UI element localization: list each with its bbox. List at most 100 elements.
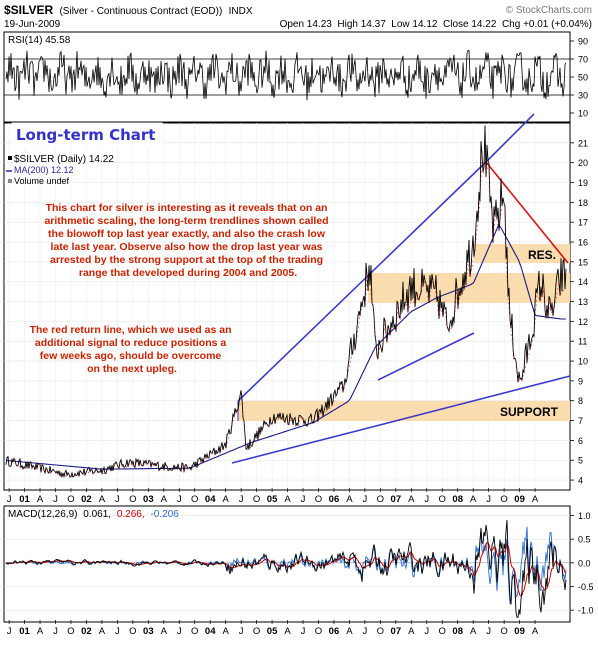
x-tick-label-main-26: A: [408, 494, 415, 505]
x-tick-label-macd-27: J: [424, 626, 429, 637]
x-tick-label-macd-25: 07: [391, 626, 402, 637]
x-tick-label-macd-33: 09: [514, 626, 525, 637]
x-tick-label-main-21: 06: [329, 494, 340, 505]
macd-tick-label--0.5: -0.5: [578, 582, 594, 592]
y-tick-label-15: 15: [578, 257, 588, 267]
annotation-2-line-4: on the next upleg.: [87, 363, 177, 375]
x-tick-label-macd-34: A: [532, 626, 539, 637]
ma200-line: [5, 223, 566, 470]
x-tick-label-macd-13: 04: [205, 626, 216, 637]
symbol-description: (Silver - Continuous Contract (EOD)): [59, 6, 222, 17]
y-tick-label-17: 17: [578, 218, 588, 228]
price-panel: Long-term Chart $SILVER (Daily) 14.22 MA…: [3, 113, 588, 491]
annotation-1-line-3: the blowoff top last year exactly, and a…: [48, 228, 326, 240]
x-tick-label-main-6: A: [99, 494, 106, 505]
x-tick-label-macd-14: A: [222, 626, 229, 637]
y-tick-label-10: 10: [578, 357, 588, 367]
macd-value: 0.061,: [83, 509, 111, 520]
x-tick-label-macd-9: 03: [143, 626, 154, 637]
x-tick-label-macd-18: A: [284, 626, 291, 637]
macd-tick-label-1.0: 1.0: [578, 511, 591, 521]
annotation-1: This chart for silver is interesting as …: [44, 202, 331, 279]
red-return-line: [485, 161, 569, 264]
macd-signal-value: 0.266,: [117, 509, 145, 520]
y-tick-label-9: 9: [578, 376, 583, 386]
x-tick-label-main-25: 07: [391, 494, 402, 505]
x-tick-label-main-18: A: [284, 494, 291, 505]
rsi-tick-label-50: 50: [578, 73, 588, 83]
x-tick-label-macd-8: O: [129, 626, 136, 637]
y-tick-label-21: 21: [578, 138, 588, 148]
x-tick-label-macd-28: O: [439, 626, 446, 637]
x-tick-label-main-3: J: [53, 494, 58, 505]
x-tick-label-main-16: O: [253, 494, 260, 505]
annotation-1-line-1: This chart for silver is interesting as …: [46, 202, 328, 214]
x-tick-label-macd-10: A: [161, 626, 168, 637]
x-tick-label-macd-17: 05: [267, 626, 278, 637]
macd-tick-label-0.5: 0.5: [578, 535, 591, 545]
rsi-tick-label-30: 30: [578, 91, 588, 101]
x-tick-label-main-34: A: [532, 494, 539, 505]
macd-hist-value: -0.206: [150, 509, 179, 520]
macd-panel: MACD(12,26,9) 0.061, 0.266, -0.206 1.0 0.…: [3, 505, 594, 623]
channel-line-2006: [377, 332, 475, 381]
chart-title: $SILVER (Silver - Continuous Contract (E…: [4, 3, 253, 17]
x-tick-label-macd-29: 08: [452, 626, 463, 637]
watermark: © StockCharts.com: [506, 5, 592, 16]
x-tick-label-macd-26: A: [408, 626, 415, 637]
legend: $SILVER (Daily) 14.22 MA(200) 12.12 Volu…: [6, 154, 114, 186]
x-tick-label-main-17: 05: [267, 494, 278, 505]
silver-price-line: [5, 125, 567, 479]
x-tick-label-main-19: J: [301, 494, 306, 505]
x-tick-label-macd-0: J: [7, 626, 12, 637]
x-tick-label-main-20: O: [315, 494, 322, 505]
y-tick-label-6: 6: [578, 436, 583, 446]
legend-volume-swatch: [8, 179, 12, 183]
x-tick-label-main-24: O: [377, 494, 384, 505]
x-tick-label-macd-22: A: [346, 626, 353, 637]
x-axis-macd: J 01 A J O 02 A J O 03 A J O 04 A J O 05 A J O 06 A J O 07 A J O 08 A J…: [7, 620, 539, 637]
x-tick-label-macd-24: O: [377, 626, 384, 637]
x-tick-label-main-9: 03: [143, 494, 154, 505]
silver-price-down-bars: [8, 154, 566, 478]
annotation-2-line-3: few weeks ago, should be overcome: [40, 350, 222, 362]
y-tick-label-14: 14: [578, 277, 588, 287]
x-tick-label-main-10: A: [161, 494, 168, 505]
x-tick-label-macd-32: O: [500, 626, 507, 637]
macd-line: [5, 520, 567, 618]
rsi-tick-label-90: 90: [578, 37, 588, 47]
x-tick-label-macd-20: O: [315, 626, 322, 637]
x-tick-label-macd-30: A: [470, 626, 477, 637]
macd-tick-label--1.0: -1.0: [578, 606, 594, 616]
support-band: [238, 401, 570, 421]
x-tick-label-main-5: 02: [81, 494, 92, 505]
resistance-band: [474, 244, 570, 263]
annotation-2-line-2: additional signal to reduce positions a: [35, 337, 227, 349]
x-tick-label-main-7: J: [115, 494, 120, 505]
x-tick-label-main-23: J: [363, 494, 368, 505]
x-tick-label-main-13: 04: [205, 494, 216, 505]
x-tick-label-main-28: O: [439, 494, 446, 505]
x-tick-label-macd-15: J: [239, 626, 244, 637]
x-tick-label-macd-11: J: [177, 626, 182, 637]
title-box: [11, 122, 163, 148]
x-tick-label-main-15: J: [239, 494, 244, 505]
x-tick-label-main-22: A: [346, 494, 353, 505]
macd-label: MACD(12,26,9) 0.061, 0.266, -0.206: [8, 509, 179, 520]
res-label: RES.: [528, 248, 556, 262]
y-tick-label-13: 13: [578, 297, 588, 307]
rsi-tick-label-10: 10: [578, 109, 588, 119]
y-tick-label-16: 16: [578, 238, 588, 248]
rsi-tick-label-70: 70: [578, 55, 588, 65]
legend-volume: Volume undef: [14, 176, 70, 186]
x-tick-label-main-4: O: [67, 494, 74, 505]
x-tick-label-macd-4: O: [67, 626, 74, 637]
y-tick-label-18: 18: [578, 198, 588, 208]
annotation-2-line-1: The red return line, which we used as an: [30, 324, 232, 336]
x-tick-label-macd-1: 01: [19, 626, 30, 637]
macd-tick-label-0.0: 0.0: [578, 558, 591, 568]
y-tick-label-20: 20: [578, 158, 588, 168]
x-tick-label-main-2: A: [37, 494, 44, 505]
x-tick-label-macd-21: 06: [329, 626, 340, 637]
